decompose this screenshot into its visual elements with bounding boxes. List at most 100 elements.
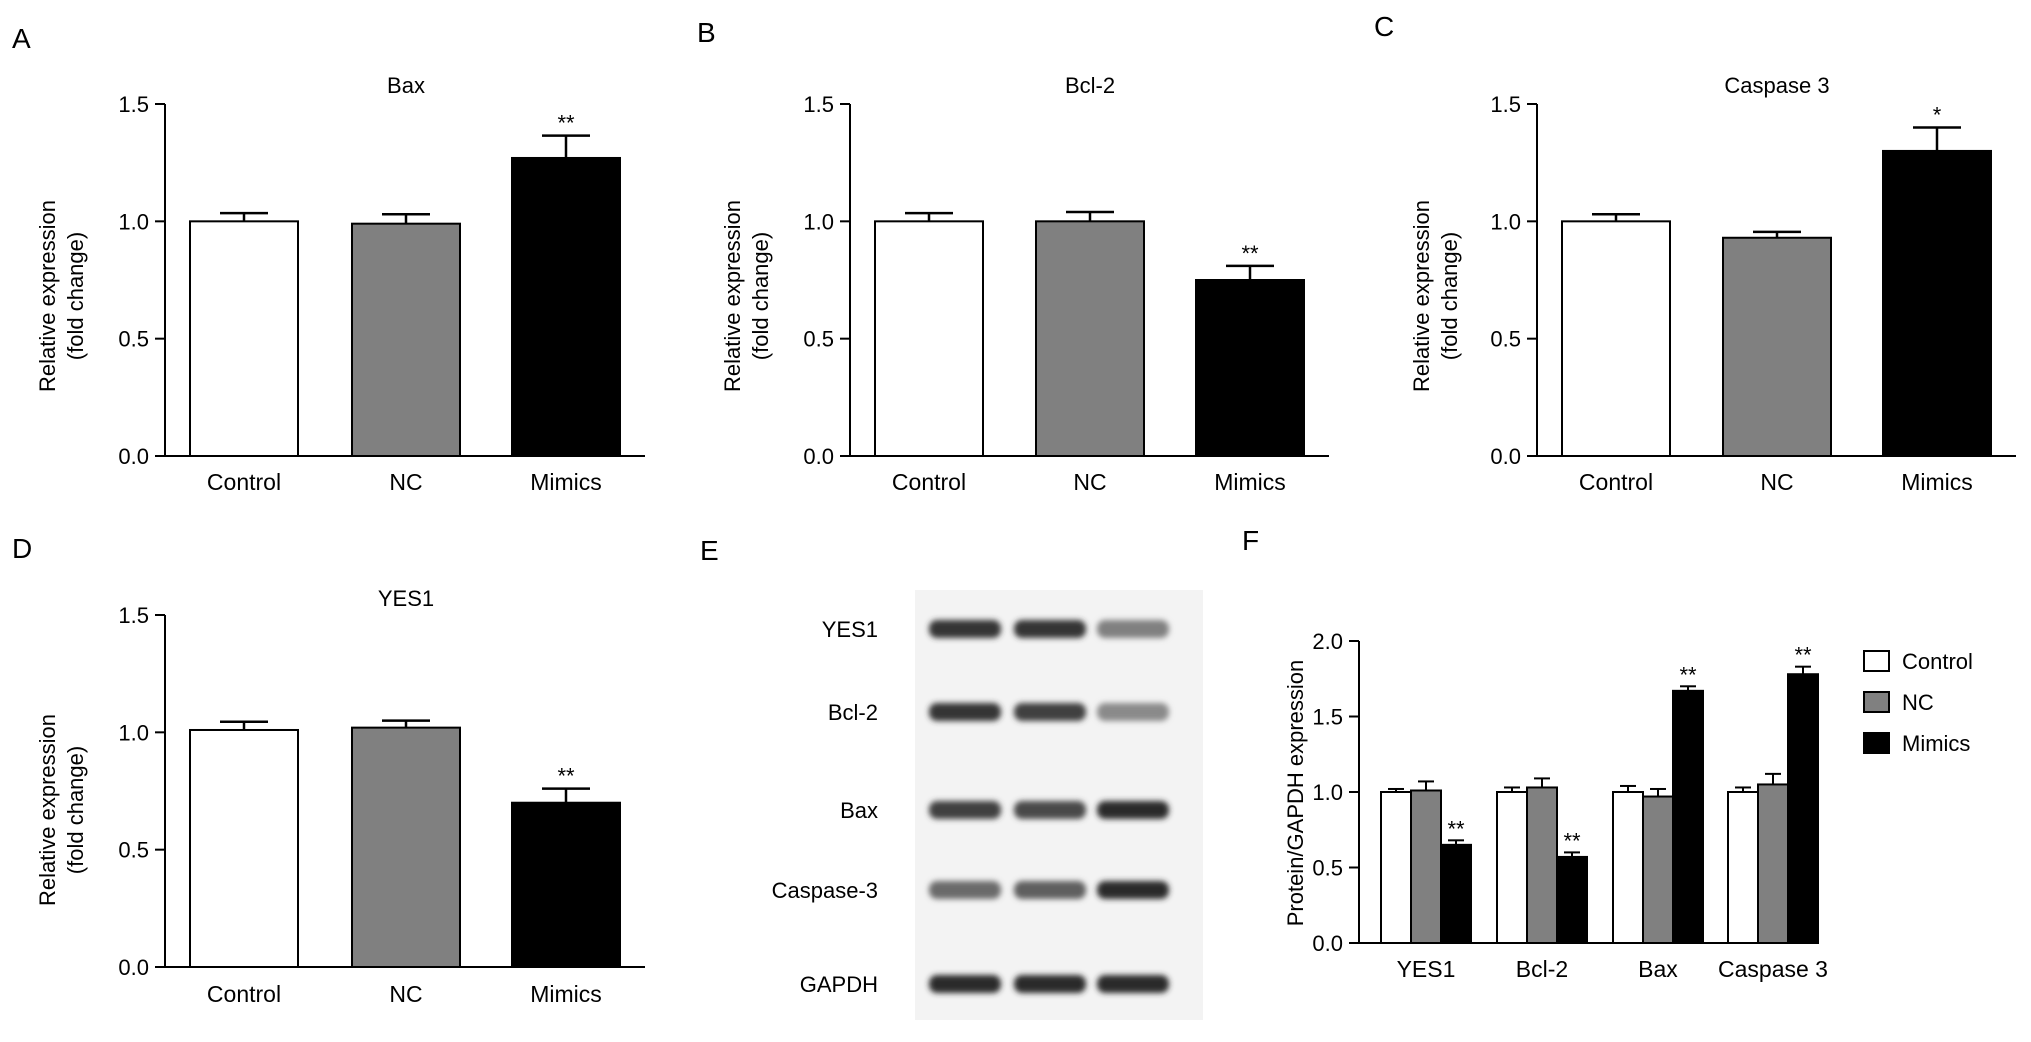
- legend-swatch-mimics: [1863, 732, 1890, 754]
- chart-title: Bcl-2: [1065, 73, 1115, 98]
- significance-marker: **: [1563, 828, 1581, 853]
- bar-nc: [1757, 783, 1789, 945]
- blot-row-label: Bcl-2: [828, 700, 878, 725]
- y-tick-label: 0.0: [118, 955, 149, 980]
- bar-mimics: [1556, 855, 1588, 944]
- significance-marker: **: [1447, 816, 1465, 841]
- bar-mimics: [511, 801, 621, 968]
- bar-control: [189, 220, 299, 457]
- y-tick-label: 0.5: [118, 327, 149, 352]
- legend-swatch-control: [1863, 650, 1890, 672]
- y-tick-label: 1.0: [1312, 780, 1343, 805]
- blot-band: [929, 703, 1001, 721]
- category-label: NC: [1760, 469, 1793, 495]
- bar-control: [189, 728, 299, 969]
- legend: Control NC Mimics: [1863, 649, 1973, 756]
- y-tick-label: 0.0: [1490, 444, 1521, 469]
- significance-marker: **: [557, 764, 575, 789]
- y-tick-label: 1.5: [118, 603, 149, 628]
- bar-mimics: [511, 156, 621, 457]
- bar-nc: [1035, 220, 1145, 457]
- blot-row-label: Bax: [840, 798, 878, 823]
- category-label: Control: [892, 469, 966, 495]
- blot-row-label: YES1: [822, 617, 878, 642]
- chart-protein-expression: Protein/GAPDH expression Control NC Mimi…: [1283, 629, 1973, 982]
- chart-bax: Bax Relative expression (fold change) 0.…: [35, 73, 645, 495]
- bar-nc: [1410, 789, 1442, 944]
- y-axis-label-line1: Relative expression: [1409, 200, 1434, 392]
- panel-letter-f: F: [1242, 525, 1259, 556]
- blot-band: [929, 801, 1001, 819]
- blot-band: [1097, 620, 1169, 638]
- legend-label-nc: NC: [1902, 690, 1934, 715]
- panel-letter-b: B: [697, 17, 716, 48]
- bar-nc: [351, 726, 461, 969]
- y-tick-label: 0.5: [1312, 856, 1343, 881]
- y-axis-label-line2: (fold change): [63, 746, 88, 874]
- blot-band: [1014, 881, 1086, 899]
- category-label: NC: [389, 469, 422, 495]
- chart-yes1: YES1 Relative expression (fold change) 0…: [35, 586, 645, 1007]
- significance-marker: **: [1794, 643, 1812, 668]
- y-axis-label: Protein/GAPDH expression: [1283, 660, 1308, 927]
- category-label: Caspase 3: [1718, 956, 1828, 982]
- category-label: Bcl-2: [1516, 956, 1568, 982]
- blot-band: [1014, 975, 1086, 993]
- blot-band: [1014, 703, 1086, 721]
- blot-band: [1097, 703, 1169, 721]
- legend-swatch-nc: [1863, 691, 1890, 713]
- category-label: Bax: [1638, 956, 1678, 982]
- panel-letter-d: D: [12, 533, 32, 564]
- bar-control: [1612, 791, 1644, 944]
- bar-mimics: [1195, 279, 1305, 457]
- y-tick-label: 1.0: [118, 209, 149, 234]
- legend-label-mimics: Mimics: [1902, 731, 1970, 756]
- blot-band: [1097, 881, 1169, 899]
- category-label: Control: [207, 469, 281, 495]
- y-tick-label: 0.0: [803, 444, 834, 469]
- bar-control: [874, 220, 984, 457]
- category-label: Mimics: [530, 469, 602, 495]
- y-axis-label-line2: (fold change): [63, 232, 88, 360]
- blot-band: [929, 975, 1001, 993]
- y-tick-label: 1.0: [803, 209, 834, 234]
- significance-marker: **: [557, 111, 575, 136]
- significance-marker: **: [1241, 241, 1259, 266]
- category-label: Mimics: [530, 981, 602, 1007]
- panel-letter-c: C: [1374, 11, 1394, 42]
- y-axis-label-line2: (fold change): [748, 232, 773, 360]
- y-tick-label: 0.5: [803, 327, 834, 352]
- significance-marker: *: [1933, 102, 1942, 127]
- y-axis-label-line2: (fold change): [1437, 232, 1462, 360]
- bar-mimics: [1672, 689, 1704, 945]
- legend-label-control: Control: [1902, 649, 1973, 674]
- blot-row-label: GAPDH: [800, 972, 878, 997]
- y-tick-label: 0.0: [118, 444, 149, 469]
- chart-bcl2: Bcl-2 Relative expression (fold change) …: [720, 73, 1329, 495]
- y-tick-label: 2.0: [1312, 629, 1343, 654]
- y-tick-label: 1.5: [1490, 92, 1521, 117]
- y-axis-label-line1: Relative expression: [35, 714, 60, 906]
- category-label: NC: [389, 981, 422, 1007]
- category-label: YES1: [1397, 956, 1456, 982]
- y-tick-label: 1.0: [118, 720, 149, 745]
- category-label: NC: [1073, 469, 1106, 495]
- blot-band: [1097, 801, 1169, 819]
- y-tick-label: 1.0: [1490, 209, 1521, 234]
- blot-band: [929, 620, 1001, 638]
- y-tick-label: 0.5: [118, 838, 149, 863]
- chart-title: Bax: [387, 73, 425, 98]
- bar-nc: [1722, 236, 1832, 457]
- bar-control: [1727, 791, 1759, 944]
- y-tick-label: 1.5: [118, 92, 149, 117]
- category-label: Control: [207, 981, 281, 1007]
- bar-mimics: [1787, 673, 1819, 944]
- category-label: Control: [1579, 469, 1653, 495]
- bar-nc: [1526, 786, 1558, 944]
- blot-row-label: Caspase-3: [772, 878, 878, 903]
- chart-title: Caspase 3: [1724, 73, 1829, 98]
- category-label: Mimics: [1214, 469, 1286, 495]
- chart-title: YES1: [378, 586, 434, 611]
- bar-control: [1561, 220, 1671, 457]
